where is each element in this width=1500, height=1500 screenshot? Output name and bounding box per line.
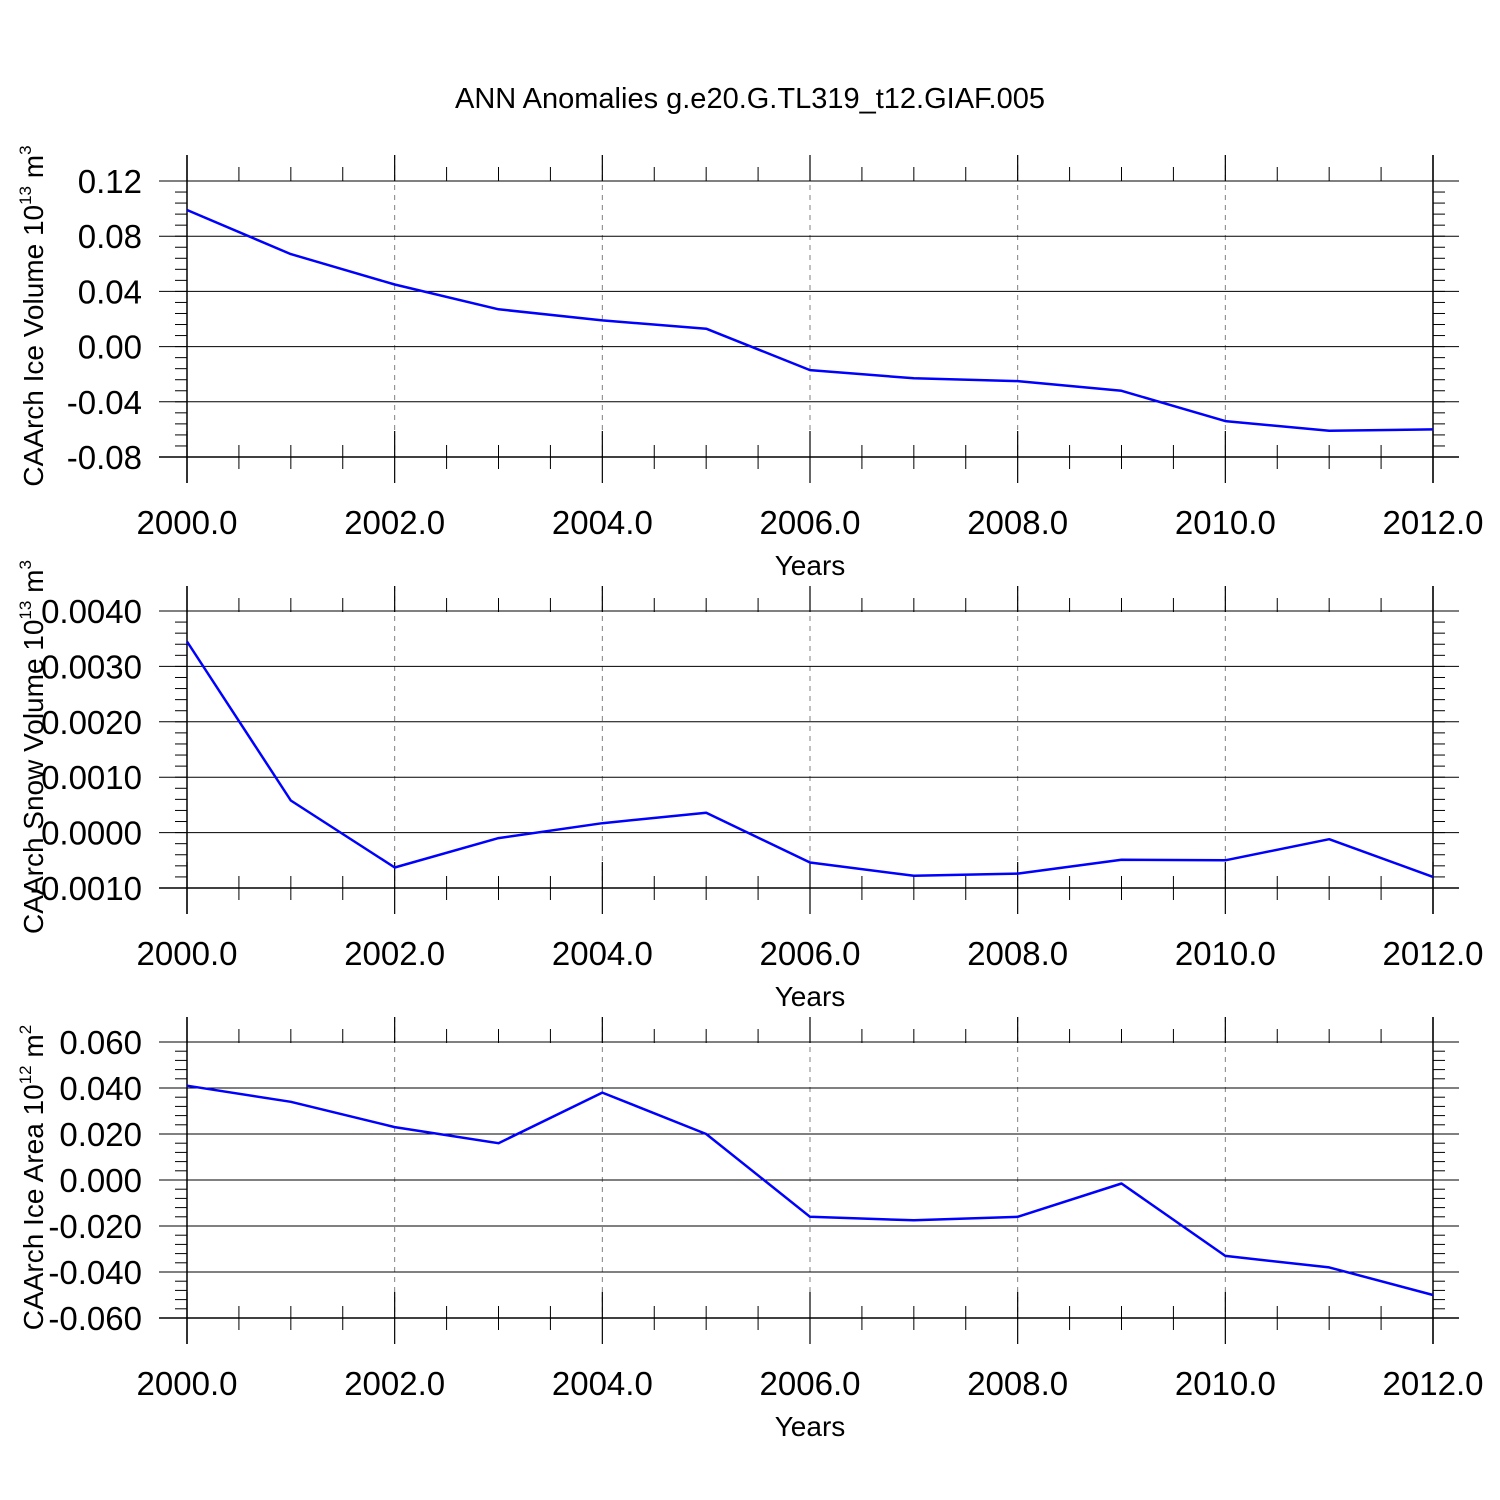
x-tick-label: 2008.0 bbox=[967, 935, 1068, 972]
x-axis-label: Years bbox=[775, 1411, 846, 1442]
x-tick-label: 2000.0 bbox=[137, 935, 238, 972]
y-tick-label: 0.040 bbox=[59, 1070, 142, 1107]
x-axis-label: Years bbox=[775, 550, 846, 581]
x-axis-label: Years bbox=[775, 981, 846, 1012]
chart-panels: 2000.0 2002.0 2004.0 2006.0 2008.0 2010.0 2012… bbox=[16, 145, 1483, 1442]
x-tick-label: 2004.0 bbox=[552, 935, 653, 972]
y-tick-label: 0.0030 bbox=[41, 648, 142, 685]
series-line bbox=[185, 640, 1434, 879]
y-axis-label: CAArch Ice Area 1012 m2 bbox=[16, 1025, 49, 1330]
x-tick-label: 2004.0 bbox=[552, 1365, 653, 1402]
y-tick-label: -0.020 bbox=[48, 1208, 142, 1245]
x-tick-label: 2002.0 bbox=[344, 504, 445, 541]
x-tick-label: 2010.0 bbox=[1175, 1365, 1276, 1402]
chart-panel-2: 2000.0 2002.0 2004.0 2006.0 2008.0 2010.0 2012… bbox=[16, 560, 1483, 1012]
x-tick-label: 2002.0 bbox=[344, 935, 445, 972]
y-tick-label: -0.04 bbox=[67, 384, 142, 421]
x-tick-label: 2012.0 bbox=[1383, 504, 1484, 541]
x-tick-label: 2012.0 bbox=[1383, 935, 1484, 972]
x-tick-label: 2008.0 bbox=[967, 504, 1068, 541]
series-line bbox=[186, 1084, 1434, 1297]
x-tick-label: 2010.0 bbox=[1175, 504, 1276, 541]
y-tick-label: 0.0040 bbox=[41, 593, 142, 630]
x-tick-label: 2000.0 bbox=[137, 504, 238, 541]
series-line bbox=[186, 208, 1434, 433]
y-tick-label: 0.0020 bbox=[41, 704, 142, 741]
x-tick-label: 2002.0 bbox=[344, 1365, 445, 1402]
y-tick-label: -0.040 bbox=[48, 1254, 142, 1291]
x-tick-label: 2004.0 bbox=[552, 504, 653, 541]
y-tick-label: 0.04 bbox=[78, 273, 142, 310]
y-tick-label: 0.0000 bbox=[41, 815, 142, 852]
y-tick-label: 0.0010 bbox=[41, 759, 142, 796]
x-tick-label: 2006.0 bbox=[760, 935, 861, 972]
chart-panel-1: 2000.0 2002.0 2004.0 2006.0 2008.0 2010.0 2012… bbox=[16, 145, 1483, 581]
y-tick-label: -0.060 bbox=[48, 1300, 142, 1337]
y-tick-label: -0.08 bbox=[67, 439, 142, 476]
x-tick-label: 2012.0 bbox=[1383, 1365, 1484, 1402]
y-tick-label: 0.060 bbox=[59, 1024, 142, 1061]
y-tick-label: 0.08 bbox=[78, 218, 142, 255]
y-tick-label: 0.020 bbox=[59, 1116, 142, 1153]
x-tick-label: 2006.0 bbox=[760, 504, 861, 541]
y-tick-label: 0.12 bbox=[78, 163, 142, 200]
x-tick-label: 2000.0 bbox=[137, 1365, 238, 1402]
chart-panel-3: 2000.0 2002.0 2004.0 2006.0 2008.0 2010.0 2012… bbox=[16, 1017, 1483, 1442]
y-tick-label: 0.00 bbox=[78, 329, 142, 366]
y-tick-label: 0.000 bbox=[59, 1162, 142, 1199]
y-axis-label: CAArch Ice Volume 1013 m3 bbox=[16, 145, 49, 486]
x-tick-label: 2010.0 bbox=[1175, 935, 1276, 972]
x-tick-label: 2008.0 bbox=[967, 1365, 1068, 1402]
y-axis-label: CAArch Snow Volume 1013 m3 bbox=[16, 560, 49, 934]
figure-title: ANN Anomalies g.e20.G.TL319_t12.GIAF.005 bbox=[455, 83, 1045, 115]
x-tick-label: 2006.0 bbox=[760, 1365, 861, 1402]
y-tick-label: -0.0010 bbox=[30, 870, 142, 907]
